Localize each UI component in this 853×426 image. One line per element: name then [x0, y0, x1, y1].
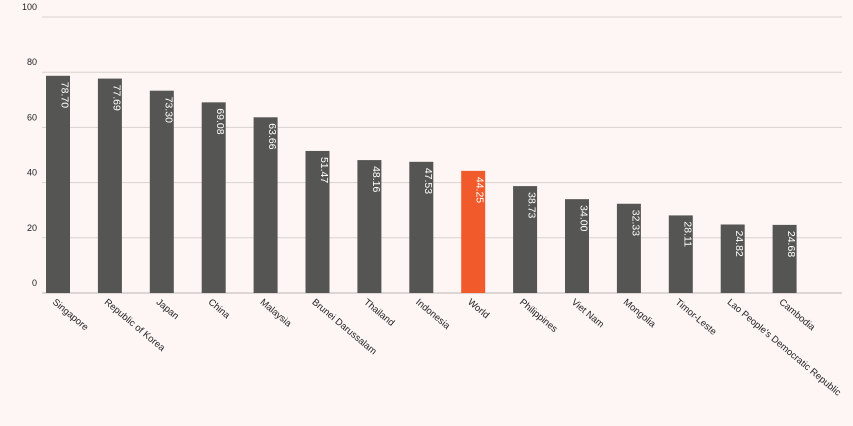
y-tick-label: 80: [27, 57, 37, 67]
y-tick-label: 100: [22, 2, 37, 12]
category-label: Singapore: [50, 297, 90, 333]
category-label: China: [206, 297, 233, 322]
value-label: 77.69: [110, 85, 122, 111]
bar-3: [201, 102, 226, 293]
category-label: Viet Nam: [569, 297, 606, 330]
y-tick-label: 40: [27, 168, 37, 178]
bar-11: [616, 203, 641, 293]
value-label: 32.33: [629, 210, 641, 236]
value-label: 38.73: [526, 192, 538, 218]
y-tick-label: 20: [27, 223, 37, 233]
category-label: Cambodia: [777, 297, 818, 334]
value-label: 24.82: [733, 230, 745, 256]
bar-6: [357, 160, 382, 293]
value-label: 34.00: [578, 205, 590, 231]
bar-8: [461, 170, 486, 293]
value-label: 48.16: [370, 166, 382, 192]
category-label: Timor-Leste: [673, 297, 719, 338]
y-tick-label: 60: [27, 112, 37, 122]
bar-14: [772, 224, 797, 293]
bar-2: [149, 90, 174, 293]
value-label: 47.53: [422, 168, 434, 194]
value-label: 51.47: [318, 157, 330, 183]
value-label: 28.11: [681, 221, 693, 247]
category-label: Japan: [154, 297, 181, 322]
value-label: 63.66: [266, 123, 278, 149]
grid-layer: [42, 16, 842, 294]
bars-layer: [46, 75, 797, 294]
value-label: 44.25: [474, 177, 486, 203]
bar-7: [409, 161, 434, 293]
category-label: Mongolia: [621, 297, 658, 331]
bar-5: [305, 150, 330, 293]
category-label: Philippines: [517, 297, 559, 335]
bar-10: [565, 199, 589, 293]
value-label: 73.30: [162, 97, 174, 123]
category-label: World: [465, 297, 491, 321]
bar-0: [46, 75, 70, 294]
bar-13: [720, 224, 745, 293]
value-label: 78.70: [59, 82, 71, 108]
bar-1: [97, 78, 122, 294]
value-label: 69.08: [214, 108, 226, 134]
y-tick-label: 0: [32, 278, 37, 288]
category-label: Malaysia: [258, 297, 294, 330]
category-label: Indonesia: [413, 297, 452, 332]
category-label: Lao People's Democratic Republic: [725, 297, 843, 399]
bar-4: [253, 117, 278, 293]
value-label: 24.68: [785, 231, 797, 257]
bar-9: [513, 186, 538, 293]
category-label: Thailand: [361, 297, 396, 329]
bar-12: [668, 215, 693, 293]
